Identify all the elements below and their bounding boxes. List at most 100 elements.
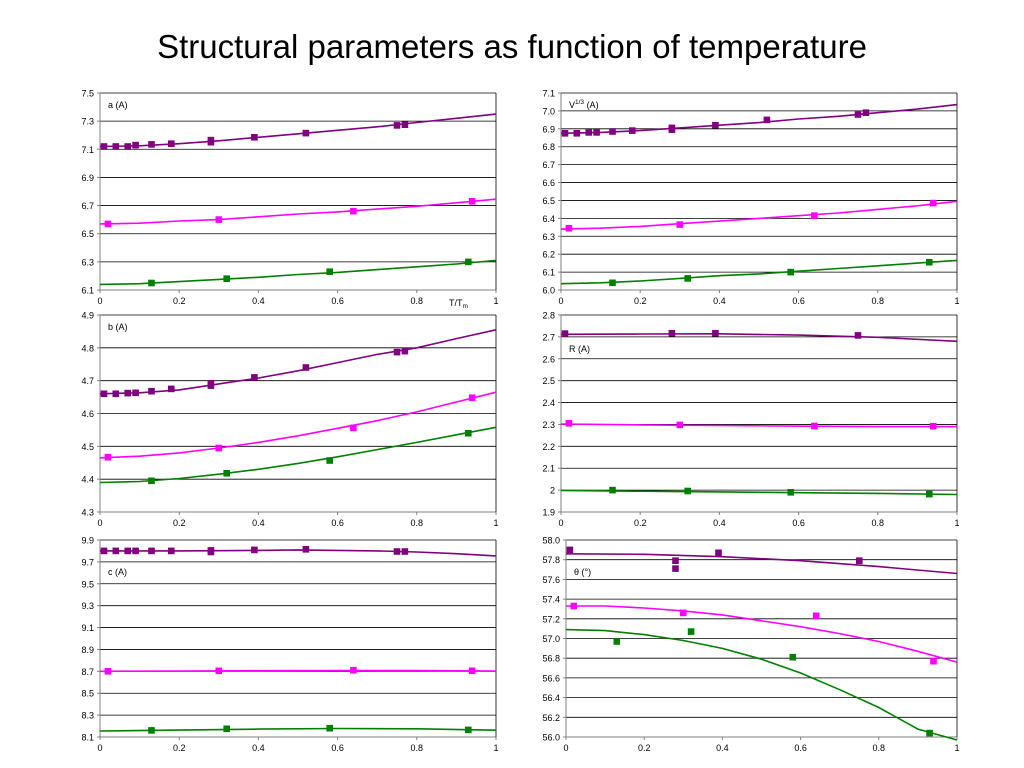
panel-label-sup: 1/3 bbox=[575, 99, 584, 106]
x-tick-label: 0.8 bbox=[873, 743, 886, 753]
y-tick-label: 1.9 bbox=[542, 508, 555, 518]
x-tick-label: 0.4 bbox=[252, 296, 265, 306]
y-tick-label: 6.7 bbox=[81, 201, 94, 211]
x-tick-label: 0.4 bbox=[713, 296, 726, 306]
x-tick-label: 0.8 bbox=[411, 743, 424, 753]
x-tick-label: 0.6 bbox=[794, 743, 807, 753]
y-tick-label: 4.7 bbox=[81, 376, 94, 386]
data-point-green bbox=[223, 470, 230, 477]
data-point-purple bbox=[100, 390, 108, 398]
y-tick-label: 4.3 bbox=[81, 508, 94, 518]
data-point-purple bbox=[302, 129, 310, 137]
y-tick-label: 6.9 bbox=[542, 124, 555, 134]
data-point-magenta bbox=[812, 612, 820, 620]
chart-v: 6.0 6.1 6.2 6.3 6.4 6.5 6.6 6.7 6.8 6.9 7.0 7.1 0 0.2… bbox=[542, 89, 959, 307]
chart-a: 6.1 6.3 6.5 6.7 6.9 7.1 7.3 7.5 0 0.2 0.4 0.6 0.8 1 a … bbox=[81, 89, 498, 311]
fit-line-magenta bbox=[99, 669, 497, 673]
data-point-purple bbox=[100, 143, 108, 150]
data-point-magenta bbox=[104, 453, 112, 461]
panel-label-text: b (A) bbox=[108, 322, 128, 332]
data-point-green bbox=[926, 258, 933, 266]
data-point-magenta bbox=[215, 444, 223, 452]
data-point-green bbox=[148, 477, 155, 485]
x-tick-label: 0.2 bbox=[173, 296, 186, 306]
x-tick-label: 0.8 bbox=[411, 518, 424, 528]
y-tick-label: 9.1 bbox=[81, 623, 94, 633]
fit-line-magenta bbox=[99, 198, 497, 225]
data-point-magenta bbox=[468, 394, 476, 401]
data-point-green bbox=[613, 638, 621, 645]
y-tick-label: 7.0 bbox=[542, 106, 555, 116]
data-point-purple bbox=[393, 348, 401, 356]
x-tick-label: 1 bbox=[493, 296, 498, 306]
data-point-magenta bbox=[570, 602, 578, 610]
data-point-purple bbox=[112, 143, 120, 150]
y-tick-label: 6.8 bbox=[542, 142, 555, 152]
fit-line-green bbox=[560, 259, 958, 285]
fit-line-purple bbox=[99, 329, 497, 395]
fit-line-green bbox=[99, 259, 497, 286]
x-tick-label: 0 bbox=[97, 518, 102, 528]
x-tick-label: 0.6 bbox=[792, 296, 805, 306]
y-tick-label: 58.0 bbox=[542, 536, 560, 546]
data-point-magenta bbox=[215, 667, 223, 675]
data-point-purple bbox=[148, 141, 155, 148]
data-point-green bbox=[465, 258, 472, 266]
x-tick-label: 0.6 bbox=[331, 518, 344, 528]
y-tick-label: 8.5 bbox=[81, 689, 94, 699]
fit-line-purple bbox=[560, 103, 958, 135]
panel-label-text: θ (°) bbox=[574, 567, 591, 577]
x-tick-label: 0.4 bbox=[252, 743, 265, 753]
x-tick-label: 0 bbox=[558, 296, 563, 306]
fit-line-purple bbox=[100, 549, 497, 557]
x-tick-label: 0.2 bbox=[173, 518, 186, 528]
data-point-green bbox=[684, 487, 691, 495]
data-point-purple bbox=[585, 129, 592, 136]
y-tick-label: 9.3 bbox=[81, 601, 94, 611]
data-point-purple bbox=[401, 347, 409, 355]
y-tick-label: 57.6 bbox=[542, 575, 560, 585]
y-tick-label: 9.9 bbox=[81, 536, 94, 546]
x-tick-label: 0.2 bbox=[634, 518, 647, 528]
data-point-purple bbox=[124, 547, 131, 555]
data-point-green bbox=[789, 653, 797, 661]
fit-line-magenta bbox=[560, 200, 958, 230]
panel-label-text: V bbox=[569, 100, 575, 110]
x-tick-label: 1 bbox=[954, 518, 959, 528]
chart-c: 8.1 8.3 8.5 8.7 8.9 9.1 9.3 9.5 9.7 9.9 0 0.2 0.4 0.6… bbox=[81, 536, 498, 754]
y-tick-label: 57.0 bbox=[542, 634, 560, 644]
data-point-magenta bbox=[929, 422, 937, 430]
data-point-magenta bbox=[215, 216, 223, 223]
data-point-green bbox=[684, 275, 691, 282]
panel-label: V1/3 (A) bbox=[569, 99, 599, 110]
y-tick-label: 4.4 bbox=[81, 475, 94, 485]
fit-line-magenta bbox=[566, 605, 958, 663]
y-tick-label: 9.5 bbox=[81, 579, 94, 589]
data-point-purple bbox=[132, 389, 139, 397]
data-point-purple bbox=[401, 121, 409, 128]
data-point-green bbox=[926, 729, 933, 737]
y-tick-label: 2.4 bbox=[542, 398, 555, 408]
data-point-purple bbox=[251, 374, 258, 381]
data-point-purple bbox=[854, 111, 862, 118]
y-tick-label: 9.7 bbox=[81, 557, 94, 567]
x-tick-label: 0.2 bbox=[173, 743, 186, 753]
data-point-magenta bbox=[565, 224, 573, 232]
fit-line-purple bbox=[565, 553, 958, 575]
slide-title: Structural parameters as function of tem… bbox=[157, 28, 867, 65]
x-tick-label: 0.6 bbox=[331, 296, 344, 306]
data-point-green bbox=[787, 489, 794, 496]
chart-b: 4.3 4.4 4.5 4.6 4.7 4.8 4.9 0 0.2 0.4 0.6 0.8 1 b (A) bbox=[81, 311, 498, 529]
y-tick-label: 6.2 bbox=[542, 250, 555, 260]
fit-line-green bbox=[565, 628, 958, 741]
data-point-purple bbox=[561, 330, 569, 337]
data-point-magenta bbox=[676, 221, 684, 228]
data-point-purple bbox=[573, 130, 581, 137]
y-tick-label: 57.4 bbox=[542, 595, 560, 605]
y-tick-label: 7.1 bbox=[542, 89, 555, 99]
y-tick-label: 8.1 bbox=[81, 733, 94, 743]
data-point-purple bbox=[672, 565, 679, 572]
y-tick-label: 4.5 bbox=[81, 442, 94, 452]
panel-label-text: a (A) bbox=[108, 100, 128, 110]
